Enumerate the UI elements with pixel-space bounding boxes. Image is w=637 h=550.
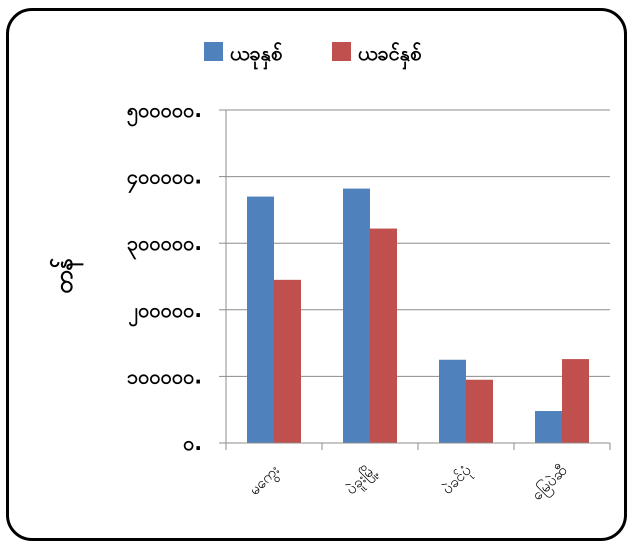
legend-swatch	[332, 42, 351, 61]
bars	[247, 188, 589, 443]
bar	[274, 279, 301, 443]
y-tick-label: ၄၀၀၀၀၀.	[127, 165, 202, 194]
legend-label: ယခင်နှစ်	[358, 41, 421, 70]
y-axis-label: တန်	[49, 258, 84, 294]
bar	[247, 196, 274, 443]
y-tick-label: ၀.	[183, 431, 202, 455]
bar	[370, 228, 397, 443]
x-categories: မကွေး ပဲခူးမြို့ ပဲခင်ပုံ မြေပဲဆီ	[245, 460, 573, 506]
x-category-label: ပဲခူးမြို့	[341, 460, 381, 500]
bar	[439, 359, 466, 443]
y-tick-label: ၂၀၀၀၀၀.	[128, 298, 202, 327]
axes	[225, 110, 611, 450]
legend-label: ယခုနှစ်	[230, 41, 282, 70]
chart-frame	[6, 8, 627, 541]
bar	[343, 188, 370, 443]
y-tick-label: ၃၀၀၀၀၀.	[127, 231, 202, 260]
x-category-label: ပဲခင်ပုံ	[438, 461, 477, 500]
x-category-label: မကွေး	[245, 461, 285, 501]
y-tick-label: ၅၀၀၀၀၀.	[127, 98, 202, 127]
x-category-label: မြေပဲဆီ	[527, 460, 573, 506]
y-ticks: ၀. ၁၀၀၀၀၀. ၂၀၀၀၀၀. ၃၀၀၀၀၀. ၄၀၀၀၀၀. ၅၀၀၀၀၀.	[127, 98, 202, 455]
bar	[535, 411, 562, 443]
bar	[466, 379, 493, 443]
y-tick-label: ၁၀၀၀၀၀.	[127, 364, 202, 388]
legend-swatch	[204, 42, 223, 61]
legend: ယခုနှစ် ယခင်နှစ်	[204, 41, 421, 70]
bar	[562, 359, 589, 443]
